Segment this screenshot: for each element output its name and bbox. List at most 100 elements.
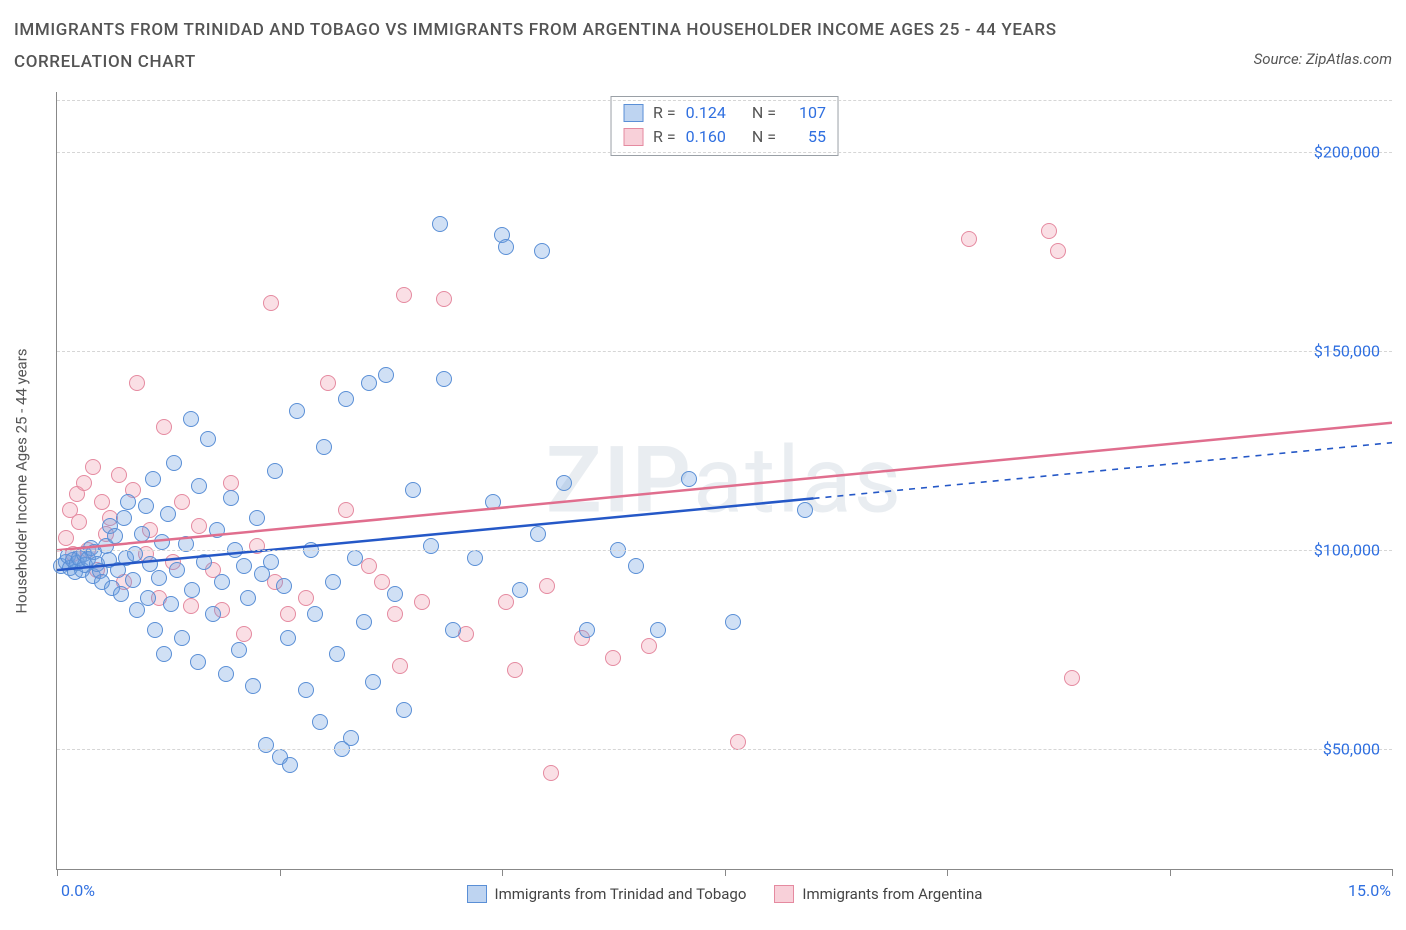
n-label: N = [752, 125, 776, 149]
data-point [156, 646, 172, 662]
data-point [113, 586, 129, 602]
data-point [151, 570, 167, 586]
y-tick-label: $200,000 [1314, 142, 1380, 161]
data-point [183, 598, 199, 614]
data-point [145, 471, 161, 487]
data-point [445, 622, 461, 638]
gridline [57, 152, 1392, 153]
data-point [650, 622, 666, 638]
series-name-blue: Immigrants from Trinidad and Tobago [495, 885, 747, 903]
y-tick-label: $50,000 [1323, 740, 1380, 759]
data-point [71, 514, 87, 530]
x-tick-label: 15.0% [1348, 881, 1391, 900]
gridline [57, 749, 1392, 750]
data-point [245, 678, 261, 694]
data-point [556, 475, 572, 491]
data-point [387, 586, 403, 602]
data-point [258, 737, 274, 753]
data-point [539, 578, 555, 594]
data-point [329, 646, 345, 662]
data-point [249, 538, 265, 554]
data-point [307, 606, 323, 622]
data-point [512, 582, 528, 598]
data-point [298, 682, 314, 698]
data-point [191, 518, 207, 534]
swatch-pink-icon [623, 128, 643, 146]
x-tick [947, 869, 948, 876]
data-point [534, 243, 550, 259]
data-point [961, 231, 977, 247]
data-point [396, 702, 412, 718]
data-point [289, 403, 305, 419]
r-label: R = [653, 125, 676, 149]
data-point [282, 757, 298, 773]
data-point [361, 375, 377, 391]
data-point [392, 658, 408, 674]
data-point [543, 765, 559, 781]
data-point [134, 526, 150, 542]
data-point [223, 475, 239, 491]
data-point [343, 730, 359, 746]
x-tick [280, 869, 281, 876]
data-point [1041, 223, 1057, 239]
data-point [85, 459, 101, 475]
x-tick [1170, 869, 1171, 876]
data-point [205, 606, 221, 622]
x-tick-label: 0.0% [61, 881, 95, 900]
data-point [129, 375, 145, 391]
data-point [125, 572, 141, 588]
r-value-pink: 0.160 [686, 125, 726, 149]
data-point [320, 375, 336, 391]
data-point [107, 528, 123, 544]
data-point [276, 578, 292, 594]
data-point [138, 498, 154, 514]
data-point [312, 714, 328, 730]
data-point [1064, 670, 1080, 686]
data-point [111, 467, 127, 483]
data-point [338, 391, 354, 407]
data-point [378, 367, 394, 383]
source-credit: Source: ZipAtlas.com [1254, 50, 1392, 68]
data-point [325, 574, 341, 590]
data-point [298, 590, 314, 606]
data-point [120, 494, 136, 510]
data-point [316, 439, 332, 455]
stat-row-pink: R = 0.160 N = 55 [623, 125, 826, 149]
x-tick [57, 869, 58, 876]
chart-container: Householder Income Ages 25 - 44 years ZI… [14, 92, 1392, 902]
data-point [507, 662, 523, 678]
data-point [190, 654, 206, 670]
data-point [140, 590, 156, 606]
data-point [200, 431, 216, 447]
data-point [436, 291, 452, 307]
data-point [127, 546, 143, 562]
data-point [166, 455, 182, 471]
data-point [196, 554, 212, 570]
data-point [365, 674, 381, 690]
stat-legend: R = 0.124 N = 107 R = 0.160 N = 55 [610, 96, 839, 156]
series-item-pink: Immigrants from Argentina [774, 885, 982, 903]
data-point [183, 411, 199, 427]
plot-area: ZIPatlas R = 0.124 N = 107 R = 0.160 N =… [56, 92, 1392, 870]
data-point [605, 650, 621, 666]
data-point [280, 606, 296, 622]
data-point [236, 558, 252, 574]
data-point [423, 538, 439, 554]
data-point [76, 475, 92, 491]
data-point [240, 590, 256, 606]
regression-line [57, 423, 1392, 551]
data-point [184, 582, 200, 598]
y-tick-label: $100,000 [1314, 541, 1380, 560]
swatch-pink-icon [774, 885, 794, 903]
data-point [116, 510, 132, 526]
title-line-2: CORRELATION CHART [14, 46, 1392, 78]
n-value-blue: 107 [786, 101, 826, 125]
data-point [356, 614, 372, 630]
data-point [160, 506, 176, 522]
r-label: R = [653, 101, 676, 125]
series-name-pink: Immigrants from Argentina [802, 885, 982, 903]
data-point [231, 642, 247, 658]
n-label: N = [752, 101, 776, 125]
series-legend: Immigrants from Trinidad and Tobago Immi… [57, 885, 1392, 903]
data-point [579, 622, 595, 638]
